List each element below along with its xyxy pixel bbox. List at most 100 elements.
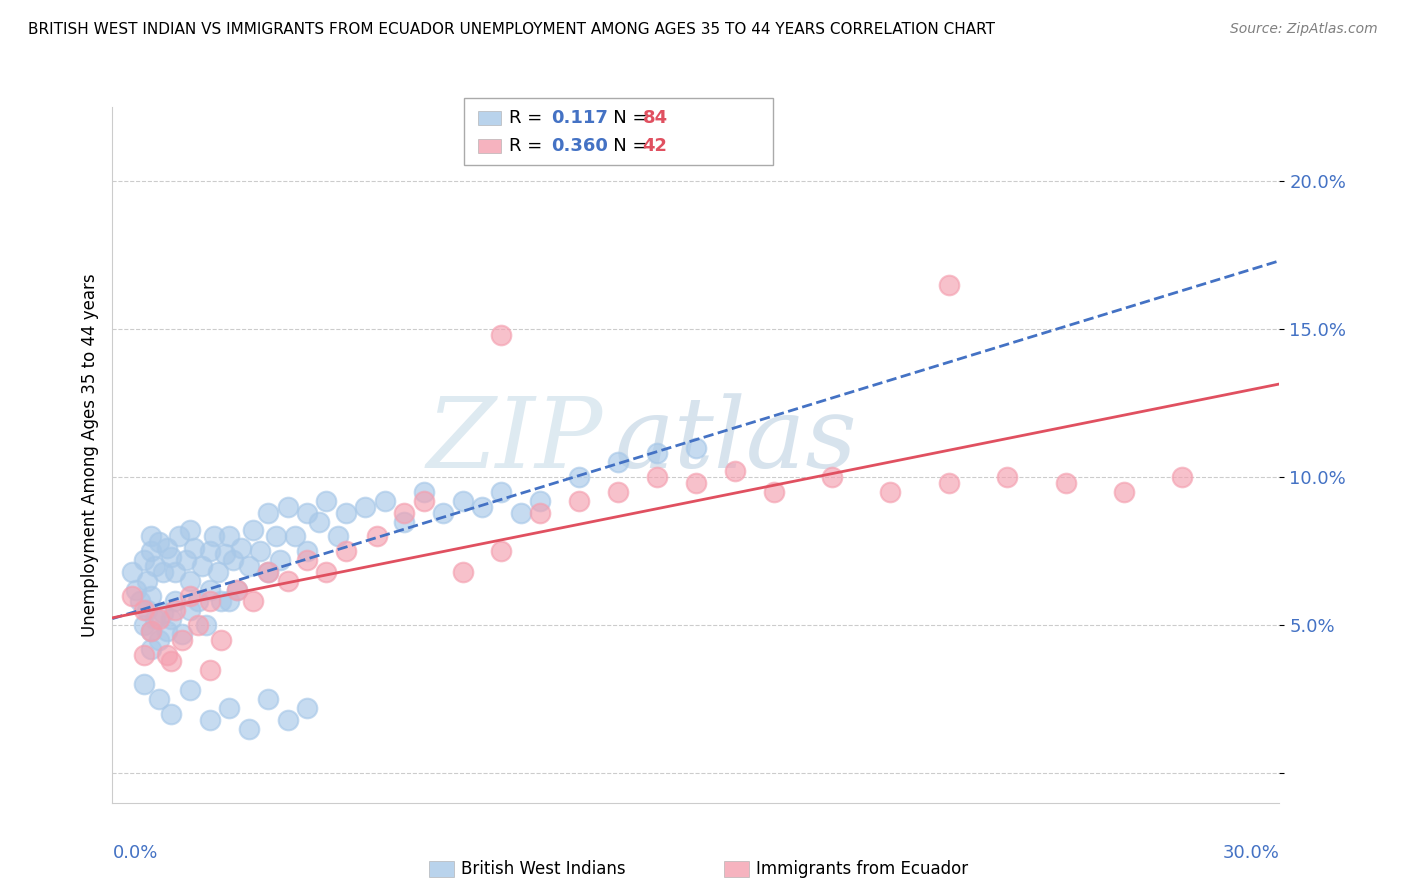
Point (183, 541, 205, 556)
Point (295, 544, 318, 558)
Point (194, 618, 217, 632)
Point (198, 582, 221, 597)
Point (238, 722, 260, 736)
Point (198, 713, 221, 727)
Point (374, 493, 396, 508)
Point (202, 529, 225, 543)
Point (685, 441, 707, 455)
Point (264, 529, 287, 543)
Point (172, 627, 194, 641)
Point (207, 565, 229, 579)
Point (156, 541, 179, 556)
Text: 30.0%: 30.0% (1223, 845, 1279, 863)
Point (132, 553, 155, 567)
Text: ZIP: ZIP (426, 393, 603, 489)
Point (451, 493, 474, 508)
Point (125, 582, 148, 597)
Point (148, 612, 170, 626)
Point (148, 632, 170, 647)
Point (160, 612, 183, 626)
Point (242, 594, 264, 608)
Point (432, 506, 454, 520)
Text: 0.117: 0.117 (551, 109, 607, 128)
Point (394, 506, 416, 520)
Point (163, 594, 186, 608)
Point (308, 515, 330, 529)
Point (269, 553, 291, 567)
Point (132, 603, 155, 617)
Text: BRITISH WEST INDIAN VS IMMIGRANTS FROM ECUADOR UNEMPLOYMENT AMONG AGES 35 TO 44 : BRITISH WEST INDIAN VS IMMIGRANTS FROM E… (28, 22, 995, 37)
Point (238, 558, 260, 573)
Point (141, 624, 163, 638)
Point (366, 529, 388, 543)
Point (879, 484, 901, 499)
Point (995, 470, 1018, 484)
Text: British West Indians: British West Indians (461, 860, 626, 878)
Point (821, 470, 844, 484)
Point (143, 612, 166, 626)
Point (179, 603, 201, 617)
Point (529, 506, 551, 520)
Point (607, 455, 630, 469)
Y-axis label: Unemployment Among Ages 35 to 44 years: Unemployment Among Ages 35 to 44 years (80, 273, 98, 637)
Point (762, 484, 785, 499)
Point (276, 574, 298, 588)
Point (156, 648, 179, 662)
Point (141, 624, 163, 638)
Point (160, 706, 183, 721)
Text: atlas: atlas (614, 393, 858, 489)
Point (257, 506, 280, 520)
Point (141, 529, 163, 543)
Point (209, 632, 232, 647)
Point (152, 607, 174, 621)
Point (163, 565, 186, 579)
Point (132, 677, 155, 691)
Point (136, 603, 159, 617)
Point (257, 565, 280, 579)
Point (471, 500, 494, 514)
Point (176, 553, 198, 567)
Point (136, 574, 159, 588)
Point (645, 470, 668, 484)
Text: N =: N = (596, 137, 654, 155)
Point (160, 654, 183, 668)
Text: 0.360: 0.360 (551, 137, 607, 155)
Point (128, 594, 150, 608)
Point (222, 553, 245, 567)
Point (326, 529, 349, 543)
Point (724, 464, 747, 478)
Point (295, 553, 318, 567)
Text: N =: N = (596, 109, 654, 128)
Point (121, 589, 143, 603)
Point (257, 565, 280, 579)
Point (191, 558, 214, 573)
Point (1171, 470, 1194, 484)
Text: Immigrants from Ecuador: Immigrants from Ecuador (756, 860, 969, 878)
Point (568, 493, 591, 508)
Point (167, 529, 190, 543)
Point (491, 544, 513, 558)
Point (163, 603, 186, 617)
Point (187, 594, 209, 608)
Point (1054, 476, 1077, 491)
Point (218, 701, 240, 715)
Point (179, 589, 201, 603)
Point (1112, 484, 1135, 499)
Point (218, 594, 240, 608)
Point (214, 547, 236, 561)
Point (249, 544, 271, 558)
Point (179, 524, 201, 538)
Point (141, 641, 163, 656)
Point (148, 692, 170, 706)
Point (121, 565, 143, 579)
Point (568, 470, 591, 484)
Point (141, 544, 163, 558)
Point (335, 506, 357, 520)
Point (276, 713, 298, 727)
Point (187, 618, 209, 632)
Point (451, 565, 474, 579)
Point (179, 574, 201, 588)
Point (179, 683, 201, 698)
Point (645, 446, 668, 460)
Point (491, 484, 513, 499)
